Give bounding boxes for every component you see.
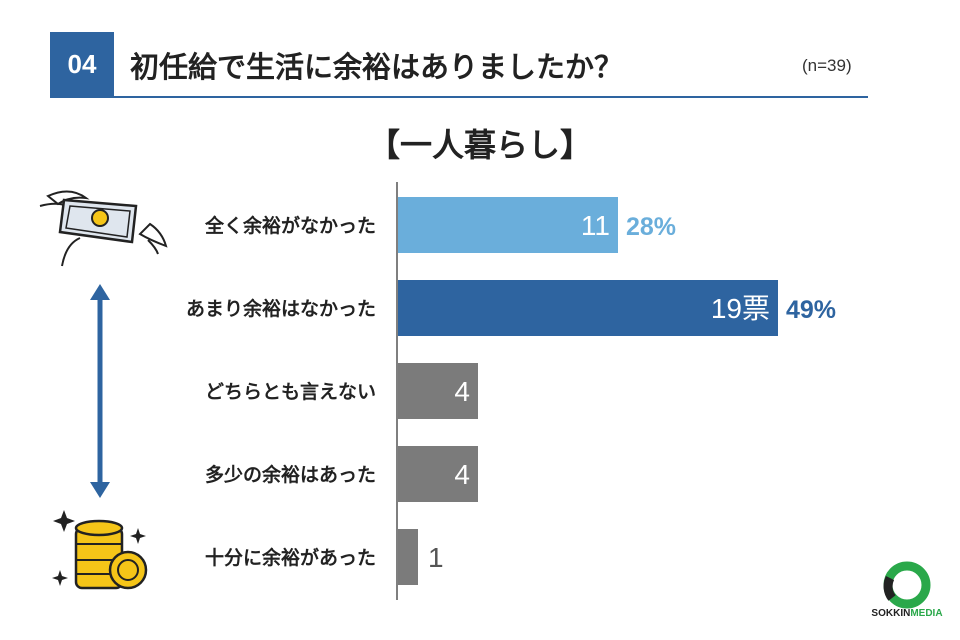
value-label: 11 xyxy=(581,210,610,241)
sample-size: (n=39) xyxy=(802,56,852,75)
logo-text: SOKKINMEDIA xyxy=(868,608,946,619)
bar xyxy=(398,363,478,419)
bar xyxy=(398,280,778,336)
category-label: 全く余裕がなかった xyxy=(204,214,376,237)
logo-text-media: MEDIA xyxy=(910,608,943,619)
percent-label: 28% xyxy=(626,213,676,241)
value-label: 4 xyxy=(454,459,470,490)
bar xyxy=(398,529,418,585)
coins-icon xyxy=(52,510,148,590)
double-arrow-icon xyxy=(90,284,110,498)
category-label: 多少の余裕はあった xyxy=(205,463,376,486)
value-label: 1 xyxy=(428,542,444,573)
question-header: 04 初任給で生活に余裕はありましたか？ (n=39) xyxy=(50,32,868,98)
chart-subtitle: 【一人暮らし】 xyxy=(367,126,592,164)
question-title: 初任給で生活に余裕はありましたか？ xyxy=(130,50,624,84)
value-label: 19票 xyxy=(711,293,770,324)
bar xyxy=(398,446,478,502)
category-label: あまり余裕はなかった xyxy=(186,297,376,320)
flying-money-icon xyxy=(39,190,168,267)
category-label: 十分に余裕があった xyxy=(205,546,376,569)
bar xyxy=(398,197,618,253)
sokkin-media-logo xyxy=(883,561,931,609)
value-label: 4 xyxy=(454,376,470,407)
question-number: 04 xyxy=(50,32,114,96)
percent-label: 49% xyxy=(786,296,836,324)
category-label: どちらとも言えない xyxy=(205,380,376,403)
logo-text-sokkin: SOKKIN xyxy=(871,608,911,619)
